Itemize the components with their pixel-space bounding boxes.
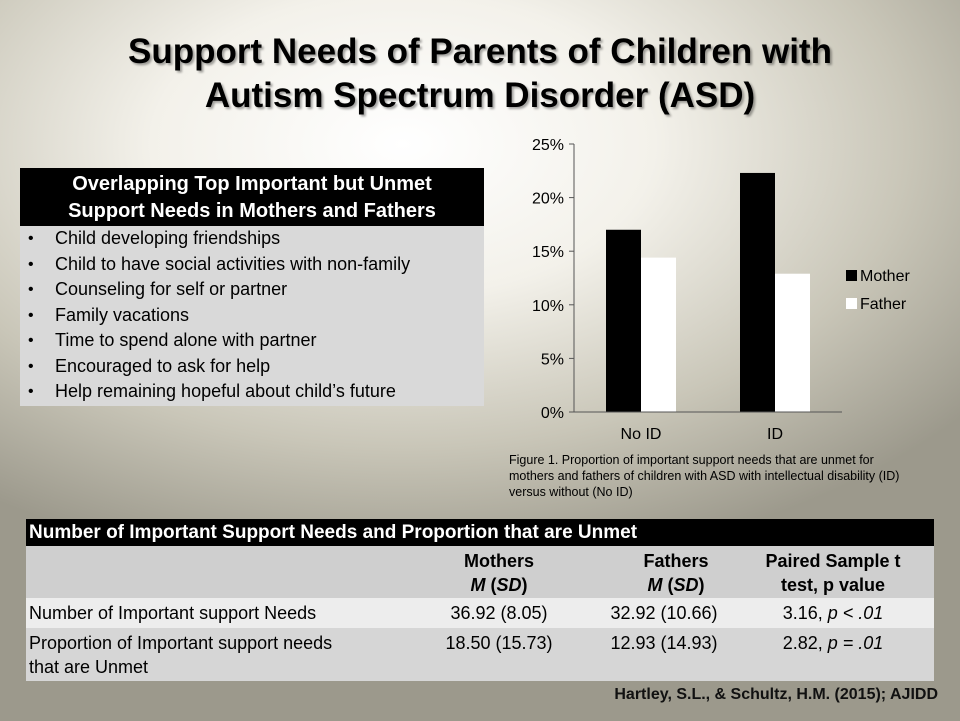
- row-p-value: p < .01: [827, 603, 884, 623]
- title-line-1: Support Needs of Parents of Children wit…: [128, 32, 832, 71]
- x-tick-label: ID: [767, 426, 783, 443]
- header-paired-t-line-2: test, p value: [780, 575, 886, 595]
- needs-heading-line-2: Support Needs in Mothers and Fathers: [68, 200, 436, 222]
- list-item-text: Encouraged to ask for help: [55, 355, 271, 376]
- row-t-stat: 2.82,: [782, 633, 828, 653]
- header-fathers-sd: SD: [673, 575, 699, 595]
- needs-box-heading: Overlapping Top Important but Unmet Supp…: [20, 168, 484, 226]
- header-paired-t-line-1: Paired Sample t: [765, 551, 901, 571]
- list-item: • Time to spend alone with partner: [20, 328, 484, 354]
- y-tick-label: 20%: [532, 191, 564, 208]
- row-mothers-value: 18.50 (15.73): [445, 633, 553, 653]
- header-mothers-m: M: [470, 575, 486, 595]
- row-fathers-value: 12.93 (14.93): [610, 633, 718, 653]
- x-tick-label: No ID: [621, 426, 662, 443]
- row-p-value: p = .01: [827, 633, 884, 653]
- list-item-text: Family vacations: [55, 304, 190, 325]
- bar-mother: [606, 229, 641, 412]
- y-tick-label: 25%: [532, 137, 564, 154]
- header-fathers-m: M: [647, 575, 663, 595]
- list-item: • Help remaining hopeful about child’s fu…: [20, 379, 484, 405]
- needs-heading-line-1: Overlapping Top Important but Unmet: [72, 173, 432, 195]
- legend-label-mother: Mother: [860, 268, 910, 285]
- bullet-icon: •: [28, 332, 34, 349]
- list-item: • Family vacations: [20, 303, 484, 329]
- row-t-value: 2.82, p = .01: [738, 631, 928, 655]
- legend-swatch-father: [846, 298, 857, 309]
- table-row: Number of Important support Needs 36.92 …: [26, 598, 934, 628]
- needs-list: • Child developing friendships • Child to h…: [20, 226, 484, 406]
- header-mothers-label: Mothers: [463, 551, 534, 571]
- list-item-text: Help remaining hopeful about child’s fut…: [55, 381, 396, 401]
- table-title: Number of Important Support Needs and Pr…: [26, 519, 934, 546]
- list-item-text: Time to spend alone with partner: [55, 330, 317, 350]
- row-t-stat: 3.16,: [782, 603, 828, 623]
- bar-chart: 0% 5% 10% 15% 20% 25% No ID ID Mother Father: [532, 137, 911, 443]
- row-label-line-1: Proportion of Important support needs: [29, 633, 333, 653]
- figure-caption: Figure 1. Proportion of important suppor…: [509, 453, 900, 499]
- y-tick-label: 10%: [532, 298, 564, 315]
- list-item-text: Child developing friendships: [55, 228, 281, 248]
- table-row: Proportion of Important support needs th…: [26, 628, 934, 681]
- y-tick-label: 15%: [532, 244, 564, 261]
- header-mothers: Mothers M (SD): [414, 549, 584, 597]
- row-mothers-value: 36.92 (8.05): [450, 603, 548, 623]
- y-tick-label: 5%: [541, 351, 564, 368]
- bullet-icon: •: [28, 357, 34, 375]
- list-item: • Child developing friendships: [20, 226, 484, 252]
- bullet-icon: •: [28, 383, 34, 400]
- bullet-icon: •: [28, 255, 34, 273]
- header-fathers: Fathers M (SD): [591, 549, 761, 597]
- y-tick-label: 0%: [541, 405, 564, 422]
- bar-mother: [740, 172, 775, 412]
- header-paired-t: Paired Sample t test, p value: [738, 549, 928, 597]
- bar-father: [641, 257, 676, 412]
- list-item-text: Child to have social activities with non…: [55, 253, 411, 274]
- citation: Hartley, S.L., & Schultz, H.M. (2015); A…: [614, 686, 938, 703]
- table-header-row: Mothers M (SD) Fathers M (SD) Paired Sam…: [26, 546, 934, 598]
- row-label: Number of Important support Needs: [29, 603, 317, 623]
- list-item: • Child to have social activities with no…: [20, 252, 484, 278]
- row-fathers-value: 32.92 (10.66): [610, 603, 718, 623]
- header-fathers-label: Fathers: [643, 551, 709, 571]
- legend-label-father: Father: [860, 296, 907, 313]
- bullet-icon: •: [28, 230, 34, 247]
- row-label: Proportion of Important support needs th…: [29, 631, 332, 679]
- row-label-line-2: that are Unmet: [29, 657, 149, 677]
- list-item: • Counseling for self or partner: [20, 277, 484, 303]
- bullet-icon: •: [28, 306, 34, 324]
- list-item-text: Counseling for self or partner: [55, 279, 288, 299]
- row-t-value: 3.16, p < .01: [738, 601, 928, 625]
- header-mothers-sd: SD: [496, 575, 522, 595]
- title-line-2: Autism Spectrum Disorder (ASD): [204, 76, 756, 115]
- legend-swatch-mother: [846, 270, 857, 281]
- list-item: • Encouraged to ask for help: [20, 354, 484, 380]
- slide-title: Support Needs of Parents of Children wit…: [0, 30, 960, 118]
- bullet-icon: •: [28, 281, 34, 298]
- bar-father: [775, 273, 810, 412]
